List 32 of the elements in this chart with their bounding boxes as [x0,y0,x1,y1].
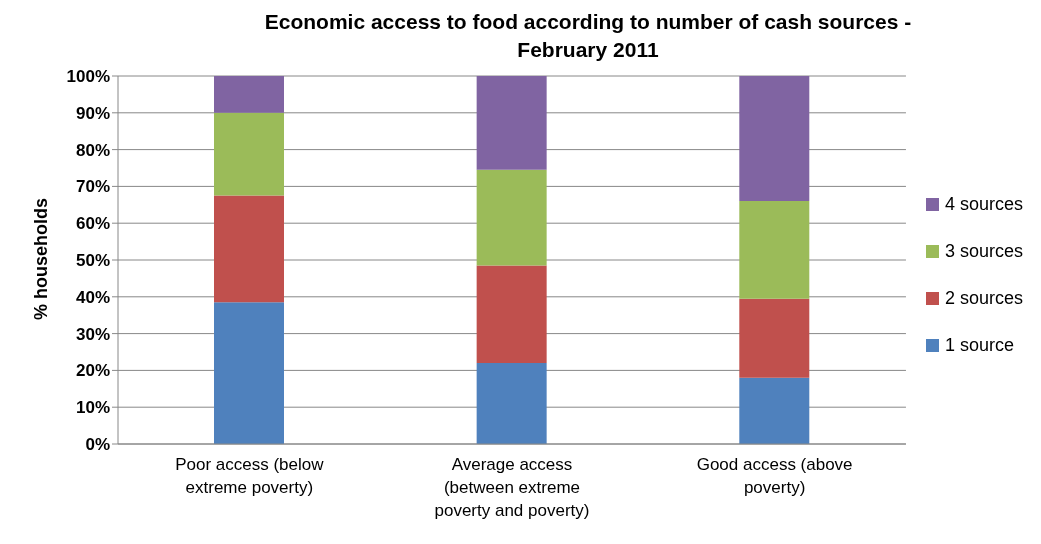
y-tick-label: 60% [75,214,110,234]
legend-label: 2 sources [944,288,1023,309]
y-tick-label: 90% [75,103,110,123]
bar [214,112,284,196]
y-tick-label: 50% [75,251,110,271]
legend-label: 1 source [944,335,1014,356]
x-tick-label: Average access (between extreme poverty and poverty) [434,455,590,520]
chart-title: Economic access to food according to number of cash sources - February 2011 [263,9,913,63]
bar [214,76,284,113]
bar [739,377,810,444]
bar [476,76,547,170]
bar [214,195,284,303]
bar [739,201,810,299]
x-tick-label: Poor access (below extreme poverty) [175,455,325,497]
y-tick-label: 80% [75,140,110,160]
y-tick-label: 100% [66,67,110,87]
y-tick-label: 40% [75,287,110,307]
bar [739,298,810,378]
bar [476,265,547,364]
y-tick-label: 20% [75,361,110,381]
bar [476,363,547,444]
y-tick-label: 30% [75,324,110,344]
bar [214,302,284,444]
y-tick-label: 0% [85,435,110,455]
y-axis-title: % households [31,197,52,320]
x-tick-label: Good access (above poverty) [696,455,853,497]
y-tick-label: 10% [75,398,110,418]
legend-label: 4 sources [944,194,1023,215]
legend-label: 3 sources [944,241,1023,262]
bar [739,76,810,202]
y-tick-label: 70% [75,177,110,197]
bar [476,169,547,266]
